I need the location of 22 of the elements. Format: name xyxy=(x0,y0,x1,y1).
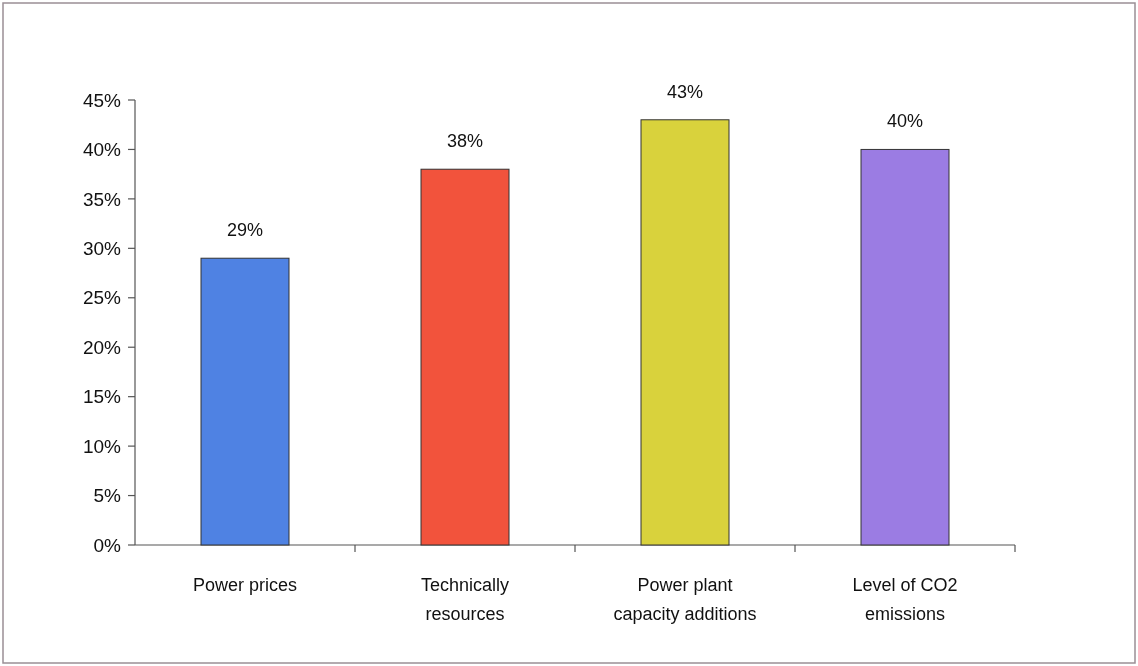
x-tick-label: Technically resources xyxy=(420,575,510,624)
bar xyxy=(640,119,730,546)
y-tick-label: 45% xyxy=(82,89,122,111)
x-tick-label: Level of CO2 emissions xyxy=(852,575,958,624)
bar xyxy=(420,168,510,546)
y-tick-label: 20% xyxy=(82,336,122,358)
y-tick-label: 5% xyxy=(93,485,122,507)
bar xyxy=(200,257,290,546)
y-tick-label: 0% xyxy=(93,534,122,556)
y-tick-label: 10% xyxy=(82,435,122,457)
data-label: 43% xyxy=(666,81,704,102)
bar xyxy=(860,148,950,546)
y-tick-label: 40% xyxy=(82,139,122,161)
x-tick-label: Power plant capacity additions xyxy=(613,575,757,624)
y-tick-label: 25% xyxy=(82,287,122,309)
data-label: 38% xyxy=(446,131,484,152)
x-tick-label: Power prices xyxy=(192,575,298,595)
y-tick-label: 30% xyxy=(82,237,122,259)
data-label: 40% xyxy=(886,111,924,132)
y-tick-label: 35% xyxy=(82,188,122,210)
data-label: 29% xyxy=(226,220,264,241)
y-tick-label: 15% xyxy=(82,386,122,408)
